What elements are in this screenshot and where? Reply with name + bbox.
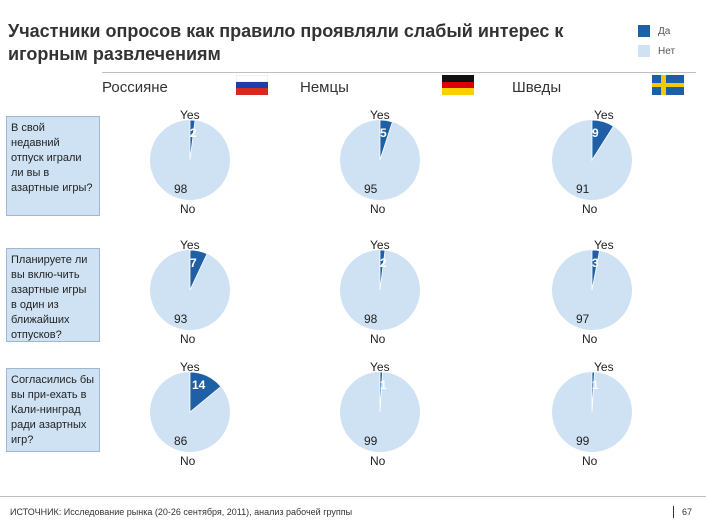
no-label-r1-c1: No	[180, 202, 196, 216]
legend-item-yes: Да	[638, 21, 675, 41]
yes-value-r3-c1: 14	[192, 378, 206, 392]
pie-slice-yes-r2-c1	[189, 249, 208, 291]
no-label-r3-c3: No	[582, 454, 598, 468]
no-label-r1-c3: No	[582, 202, 598, 216]
no-label-r2-c2: No	[370, 332, 386, 346]
no-label-r3-c2: No	[370, 454, 386, 468]
footer-divider	[0, 496, 706, 497]
pie-slice-yes-r1-c3	[591, 119, 614, 162]
yes-value-r2-c3: 3	[592, 256, 599, 270]
yes-value-r1-c1: 2	[190, 126, 197, 140]
no-value-r2-c3: 97	[576, 312, 590, 326]
legend-swatch-no	[638, 45, 650, 57]
yes-value-r2-c2: 2	[380, 256, 387, 270]
yes-label-r3-c1: Yes	[180, 360, 200, 374]
pie-slice-yes-r3-c1	[189, 371, 222, 413]
germany-flag-icon	[442, 75, 474, 95]
yes-label-r3-c2: Yes	[370, 360, 390, 374]
no-value-r1-c2: 95	[364, 182, 378, 196]
yes-value-r1-c3: 9	[592, 126, 599, 140]
yes-value-r3-c2: 1	[380, 378, 387, 392]
country-header: Россияне Немцы Шведы	[102, 72, 696, 99]
yes-label-r1-c1: Yes	[180, 108, 200, 122]
no-value-r1-c1: 98	[174, 182, 188, 196]
yes-value-r2-c1: 7	[190, 256, 197, 270]
no-label-r3-c1: No	[180, 454, 196, 468]
legend-label-no: Нет	[658, 45, 676, 57]
no-value-r3-c3: 99	[576, 434, 590, 448]
country-sweden: Шведы	[512, 79, 562, 96]
no-value-r2-c2: 98	[364, 312, 378, 326]
yes-label-r1-c2: Yes	[370, 108, 390, 122]
yes-label-r2-c2: Yes	[370, 238, 390, 252]
no-value-r3-c1: 86	[174, 434, 188, 448]
no-label-r1-c2: No	[370, 202, 386, 216]
russia-flag-icon	[236, 75, 268, 95]
question-3: Согласились бы вы при-ехать в Кали-нингр…	[6, 368, 100, 452]
question-1: В свой недавний отпуск играли ли вы в аз…	[6, 116, 100, 216]
yes-label-r2-c3: Yes	[594, 238, 614, 252]
no-label-r2-c1: No	[180, 332, 196, 346]
page-title: Участники опросов как правило проявляли …	[8, 21, 564, 64]
no-value-r3-c2: 99	[364, 434, 378, 448]
yes-label-r1-c3: Yes	[594, 108, 614, 122]
no-value-r2-c1: 93	[174, 312, 188, 326]
yes-label-r3-c3: Yes	[594, 360, 614, 374]
yes-label-r2-c1: Yes	[180, 238, 200, 252]
pie-slice-yes-r1-c2	[379, 119, 393, 161]
page-number: 67	[673, 506, 692, 518]
no-value-r1-c3: 91	[576, 182, 590, 196]
chart-legend: Да Нет	[638, 21, 675, 61]
sweden-flag-icon	[652, 75, 684, 95]
yes-value-r1-c2: 5	[380, 126, 387, 140]
pie-slice-yes-r2-c2	[379, 249, 386, 291]
pie-slice-yes-r3-c3	[591, 371, 595, 413]
country-germany: Немцы	[300, 79, 349, 96]
yes-value-r3-c3: 1	[592, 378, 599, 392]
legend-swatch-yes	[638, 25, 650, 37]
legend-item-no: Нет	[638, 41, 675, 61]
pie-slice-yes-r2-c3	[591, 249, 600, 291]
question-2: Планируете ли вы вклю-чить азартные игры…	[6, 248, 100, 342]
pie-slice-yes-r3-c2	[379, 371, 383, 413]
no-label-r2-c3: No	[582, 332, 598, 346]
country-russia: Россияне	[102, 79, 168, 96]
source-note: ИСТОЧНИК: Исследование рынка (20-26 сент…	[10, 507, 353, 517]
legend-label-yes: Да	[658, 25, 671, 37]
pie-slice-yes-r1-c1	[189, 119, 196, 161]
